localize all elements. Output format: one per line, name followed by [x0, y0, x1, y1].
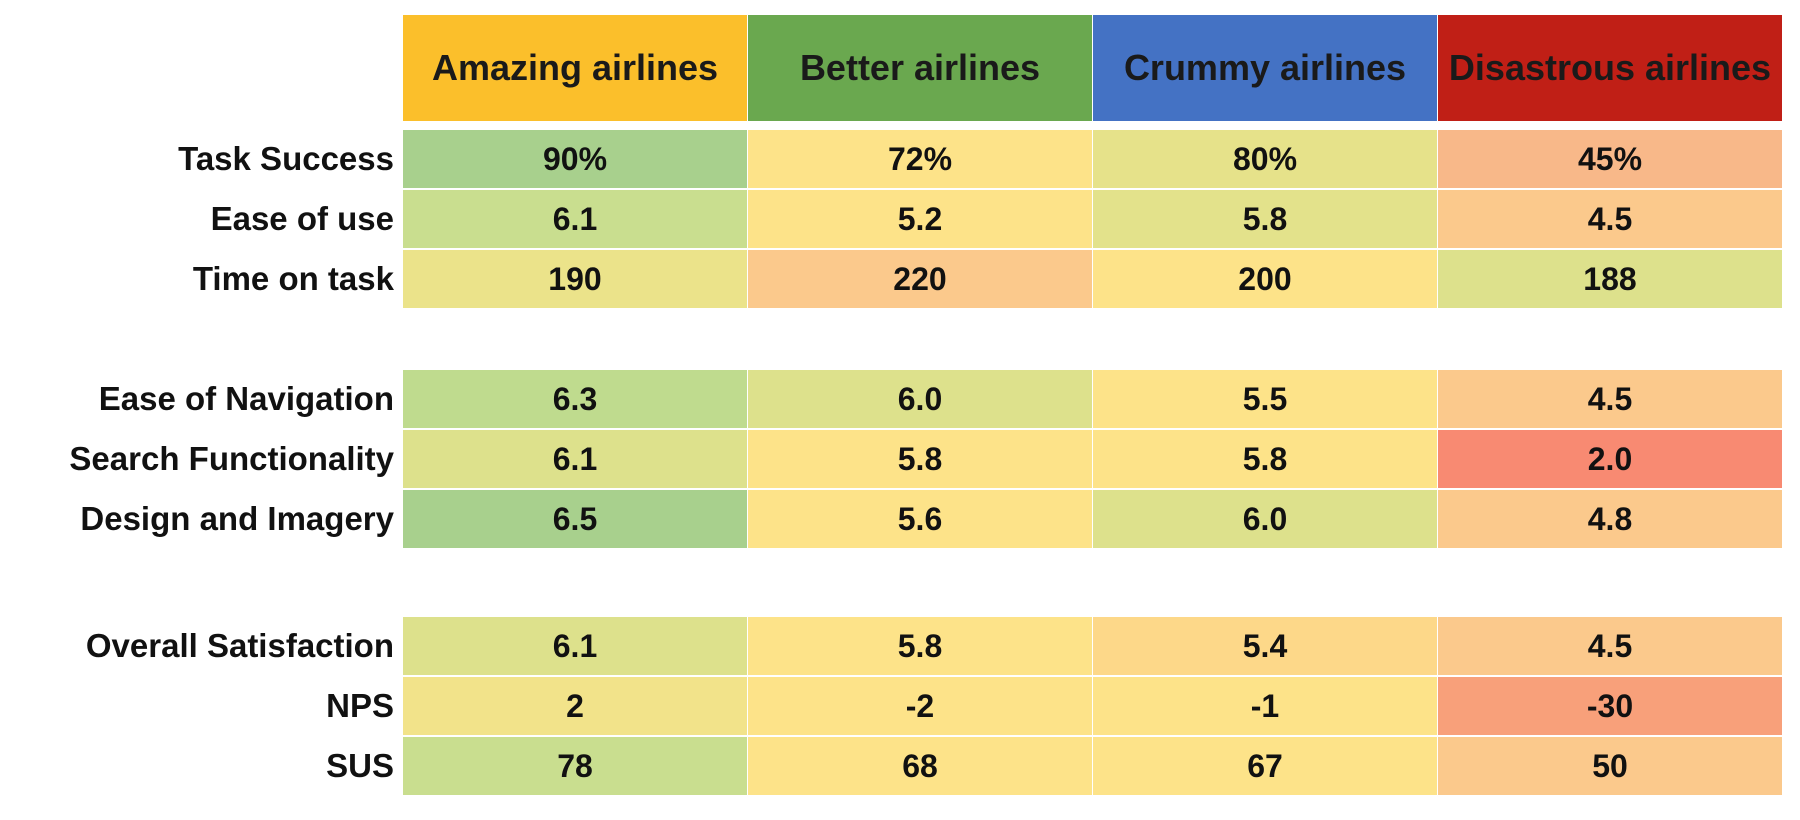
- table-cell: 5.5: [1093, 370, 1437, 428]
- row-label: Search Functionality: [69, 440, 394, 477]
- table-cell: 2: [403, 677, 747, 735]
- table-cell: 5.8: [1093, 190, 1437, 248]
- table-cell: 45%: [1438, 130, 1782, 188]
- column-header-2: Better airlines: [748, 15, 1092, 121]
- table-cell: 5.8: [1093, 430, 1437, 488]
- row-label: Ease of use: [210, 200, 394, 237]
- table-cell: 6.1: [403, 430, 747, 488]
- table-cell: 80%: [1093, 130, 1437, 188]
- row-label: Design and Imagery: [80, 500, 394, 537]
- table-cell: 67: [1093, 737, 1437, 795]
- table-cell: 5.8: [748, 617, 1092, 675]
- row-label: Overall Satisfaction: [85, 627, 394, 664]
- table-cell: 6.0: [1093, 490, 1437, 548]
- row-label: Time on task: [192, 260, 394, 297]
- table-cell: 4.8: [1438, 490, 1782, 548]
- table-cell: 78: [403, 737, 747, 795]
- table-cell: 220: [748, 250, 1092, 308]
- column-header-4: Disastrous airlines: [1438, 15, 1782, 121]
- table-cell: 90%: [403, 130, 747, 188]
- row-label: Ease of Navigation: [98, 380, 394, 417]
- table-cell: 190: [403, 250, 747, 308]
- table-cell: 5.8: [748, 430, 1092, 488]
- table-cell: -30: [1438, 677, 1782, 735]
- table-cell: 4.5: [1438, 190, 1782, 248]
- table-cell: 4.5: [1438, 370, 1782, 428]
- table-cell: 6.1: [403, 190, 747, 248]
- row-label: Task Success: [178, 140, 394, 177]
- table-cell: -1: [1093, 677, 1437, 735]
- table-cell: 5.4: [1093, 617, 1437, 675]
- table-cell: 4.5: [1438, 617, 1782, 675]
- row-label: SUS: [326, 747, 394, 784]
- row-label: NPS: [326, 687, 394, 724]
- table-cell: 72%: [748, 130, 1092, 188]
- table-cell: 188: [1438, 250, 1782, 308]
- table-cell: -2: [748, 677, 1092, 735]
- table-cell: 5.6: [748, 490, 1092, 548]
- table-cell: 6.5: [403, 490, 747, 548]
- table-cell: 68: [748, 737, 1092, 795]
- table-cell: 2.0: [1438, 430, 1782, 488]
- table-cell: 50: [1438, 737, 1782, 795]
- column-header-1: Amazing airlines: [403, 15, 747, 121]
- table-cell: 6.1: [403, 617, 747, 675]
- column-header-3: Crummy airlines: [1093, 15, 1437, 121]
- table-cell: 6.3: [403, 370, 747, 428]
- table-cell: 6.0: [748, 370, 1092, 428]
- table-cell: 200: [1093, 250, 1437, 308]
- table-cell: 5.2: [748, 190, 1092, 248]
